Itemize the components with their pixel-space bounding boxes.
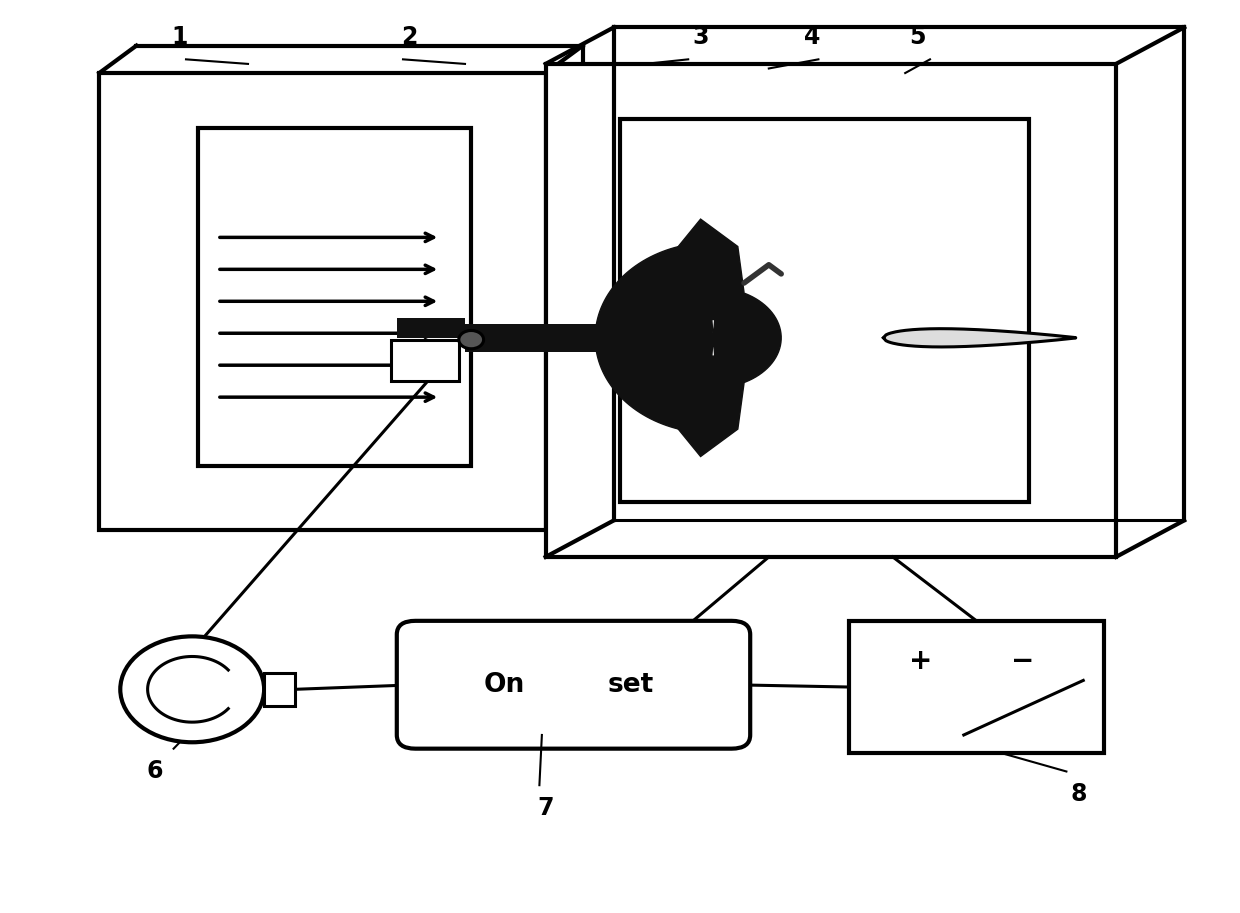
Bar <box>391 340 459 381</box>
Bar <box>397 318 465 338</box>
Text: 3: 3 <box>692 25 709 48</box>
Polygon shape <box>595 243 781 433</box>
Text: 8: 8 <box>1070 782 1087 806</box>
Text: 4: 4 <box>804 25 821 48</box>
Text: 7: 7 <box>537 796 554 820</box>
Bar <box>546 64 1116 557</box>
Bar <box>99 73 546 530</box>
Text: 5: 5 <box>909 25 926 48</box>
Polygon shape <box>884 329 1076 347</box>
Polygon shape <box>663 219 744 320</box>
Text: +: + <box>909 646 932 675</box>
Text: set: set <box>608 672 653 698</box>
Bar <box>264 673 295 706</box>
Circle shape <box>459 331 484 349</box>
Bar <box>465 324 688 352</box>
Text: 6: 6 <box>146 760 164 783</box>
FancyBboxPatch shape <box>397 621 750 749</box>
Bar <box>198 128 471 466</box>
Circle shape <box>120 636 264 742</box>
Text: 2: 2 <box>401 25 418 48</box>
Text: 1: 1 <box>171 25 188 48</box>
Text: On: On <box>484 672 525 698</box>
Polygon shape <box>663 356 744 456</box>
Bar <box>849 621 1104 753</box>
Text: −: − <box>1011 646 1034 675</box>
Bar <box>620 119 1029 502</box>
